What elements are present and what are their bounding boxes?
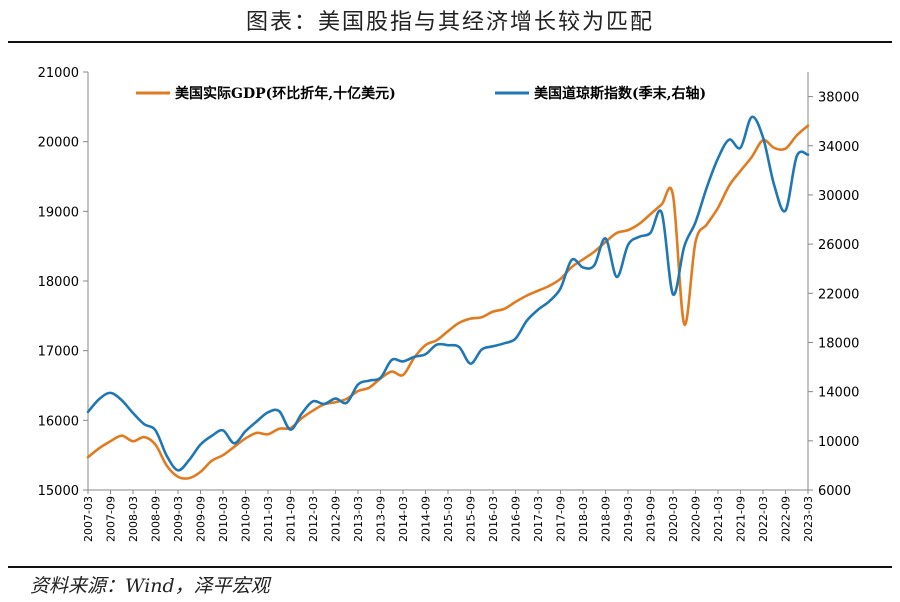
x-axis-tick-label: 2011-09 — [285, 496, 298, 542]
axes: 15000 16000 17000 18000 19000 20000 21000 6000 1… — [38, 66, 860, 542]
x-axis-tick-label: 2014-09 — [420, 496, 433, 542]
x-axis-tick-label: 2012-03 — [307, 496, 320, 542]
x-axis-tick-label: 2010-09 — [240, 496, 253, 542]
x-axis-tick-label: 2022-09 — [780, 496, 793, 542]
x-axis-tick-label: 2017-03 — [532, 496, 545, 542]
right-axis-tick-label: 30000 — [818, 189, 859, 204]
left-axis-tick-label: 15000 — [38, 484, 79, 499]
x-axis-tick-label: 2007-09 — [105, 496, 118, 542]
x-axis-tick-label: 2018-03 — [577, 496, 590, 542]
x-axis-tick-label: 2009-09 — [195, 496, 208, 542]
bottom-rule — [8, 566, 892, 568]
right-axis-tick-label: 26000 — [818, 238, 859, 253]
x-axis-tick-label: 2016-03 — [487, 496, 500, 542]
legend-label-gdp: 美国实际GDP(环比折年,十亿美元) — [175, 85, 396, 102]
x-axis-tick-label: 2007-03 — [82, 496, 95, 542]
right-axis-tick-label: 34000 — [818, 140, 859, 155]
x-axis-tick-label: 2013-09 — [375, 496, 388, 542]
x-axis-tick-label: 2015-09 — [465, 496, 478, 542]
left-axis-tick-label: 18000 — [38, 275, 79, 290]
left-axis-tick-label: 16000 — [38, 414, 79, 429]
x-axis-tick-label: 2018-09 — [600, 496, 613, 542]
x-axis-tick-label: 2011-03 — [262, 496, 275, 542]
series-line-gdp — [86, 124, 810, 480]
series-layer — [86, 115, 810, 480]
right-axis-tick-label: 38000 — [818, 91, 859, 106]
right-axis-tick-label: 18000 — [818, 336, 859, 351]
x-axis-tick-label: 2016-09 — [510, 496, 523, 542]
x-axis-tick-label: 2023-03 — [802, 496, 815, 542]
x-axis-tick-label: 2021-09 — [735, 496, 748, 542]
series-line-dow — [86, 115, 810, 472]
right-axis-tick-label: 14000 — [818, 386, 859, 401]
top-rule — [8, 41, 892, 43]
left-axis-tick-label: 19000 — [38, 205, 79, 220]
x-axis-tick-label: 2019-09 — [645, 496, 658, 542]
right-axis-tick-label: 22000 — [818, 287, 859, 302]
x-axis-tick-label: 2015-03 — [442, 496, 455, 542]
legend-label-dow: 美国道琼斯指数(季末,右轴) — [534, 85, 706, 102]
x-axis-tick-label: 2010-03 — [217, 496, 230, 542]
x-axis-tick-label: 2019-03 — [622, 496, 635, 542]
x-axis-tick-label: 2021-03 — [712, 496, 725, 542]
left-axis-tick-label: 20000 — [38, 136, 79, 151]
left-axis-tick-label: 21000 — [38, 66, 79, 81]
x-axis-tick-label: 2008-03 — [127, 496, 140, 542]
x-axis-tick-label: 2013-03 — [352, 496, 365, 542]
x-axis-tick-label: 2022-03 — [757, 496, 770, 542]
x-axis-tick-label: 2014-03 — [397, 496, 410, 542]
right-axis-tick-label: 10000 — [818, 435, 859, 450]
chart-title: 图表：美国股指与其经济增长较为匹配 — [245, 10, 654, 35]
x-axis-tick-label: 2009-03 — [172, 496, 185, 542]
x-axis-tick-label: 2020-09 — [690, 496, 703, 542]
right-axis-tick-label: 6000 — [818, 484, 851, 499]
x-axis-tick-label: 2017-09 — [555, 496, 568, 542]
x-axis-tick-label: 2012-09 — [330, 496, 343, 542]
legend: 美国实际GDP(环比折年,十亿美元) 美国道琼斯指数(季末,右轴) — [136, 85, 706, 102]
source-note: 资料来源：Wind，泽平宏观 — [30, 575, 270, 597]
left-axis-tick-label: 17000 — [38, 345, 79, 360]
x-axis-tick-label: 2020-03 — [667, 496, 680, 542]
x-axis-tick-label: 2008-09 — [150, 496, 163, 542]
